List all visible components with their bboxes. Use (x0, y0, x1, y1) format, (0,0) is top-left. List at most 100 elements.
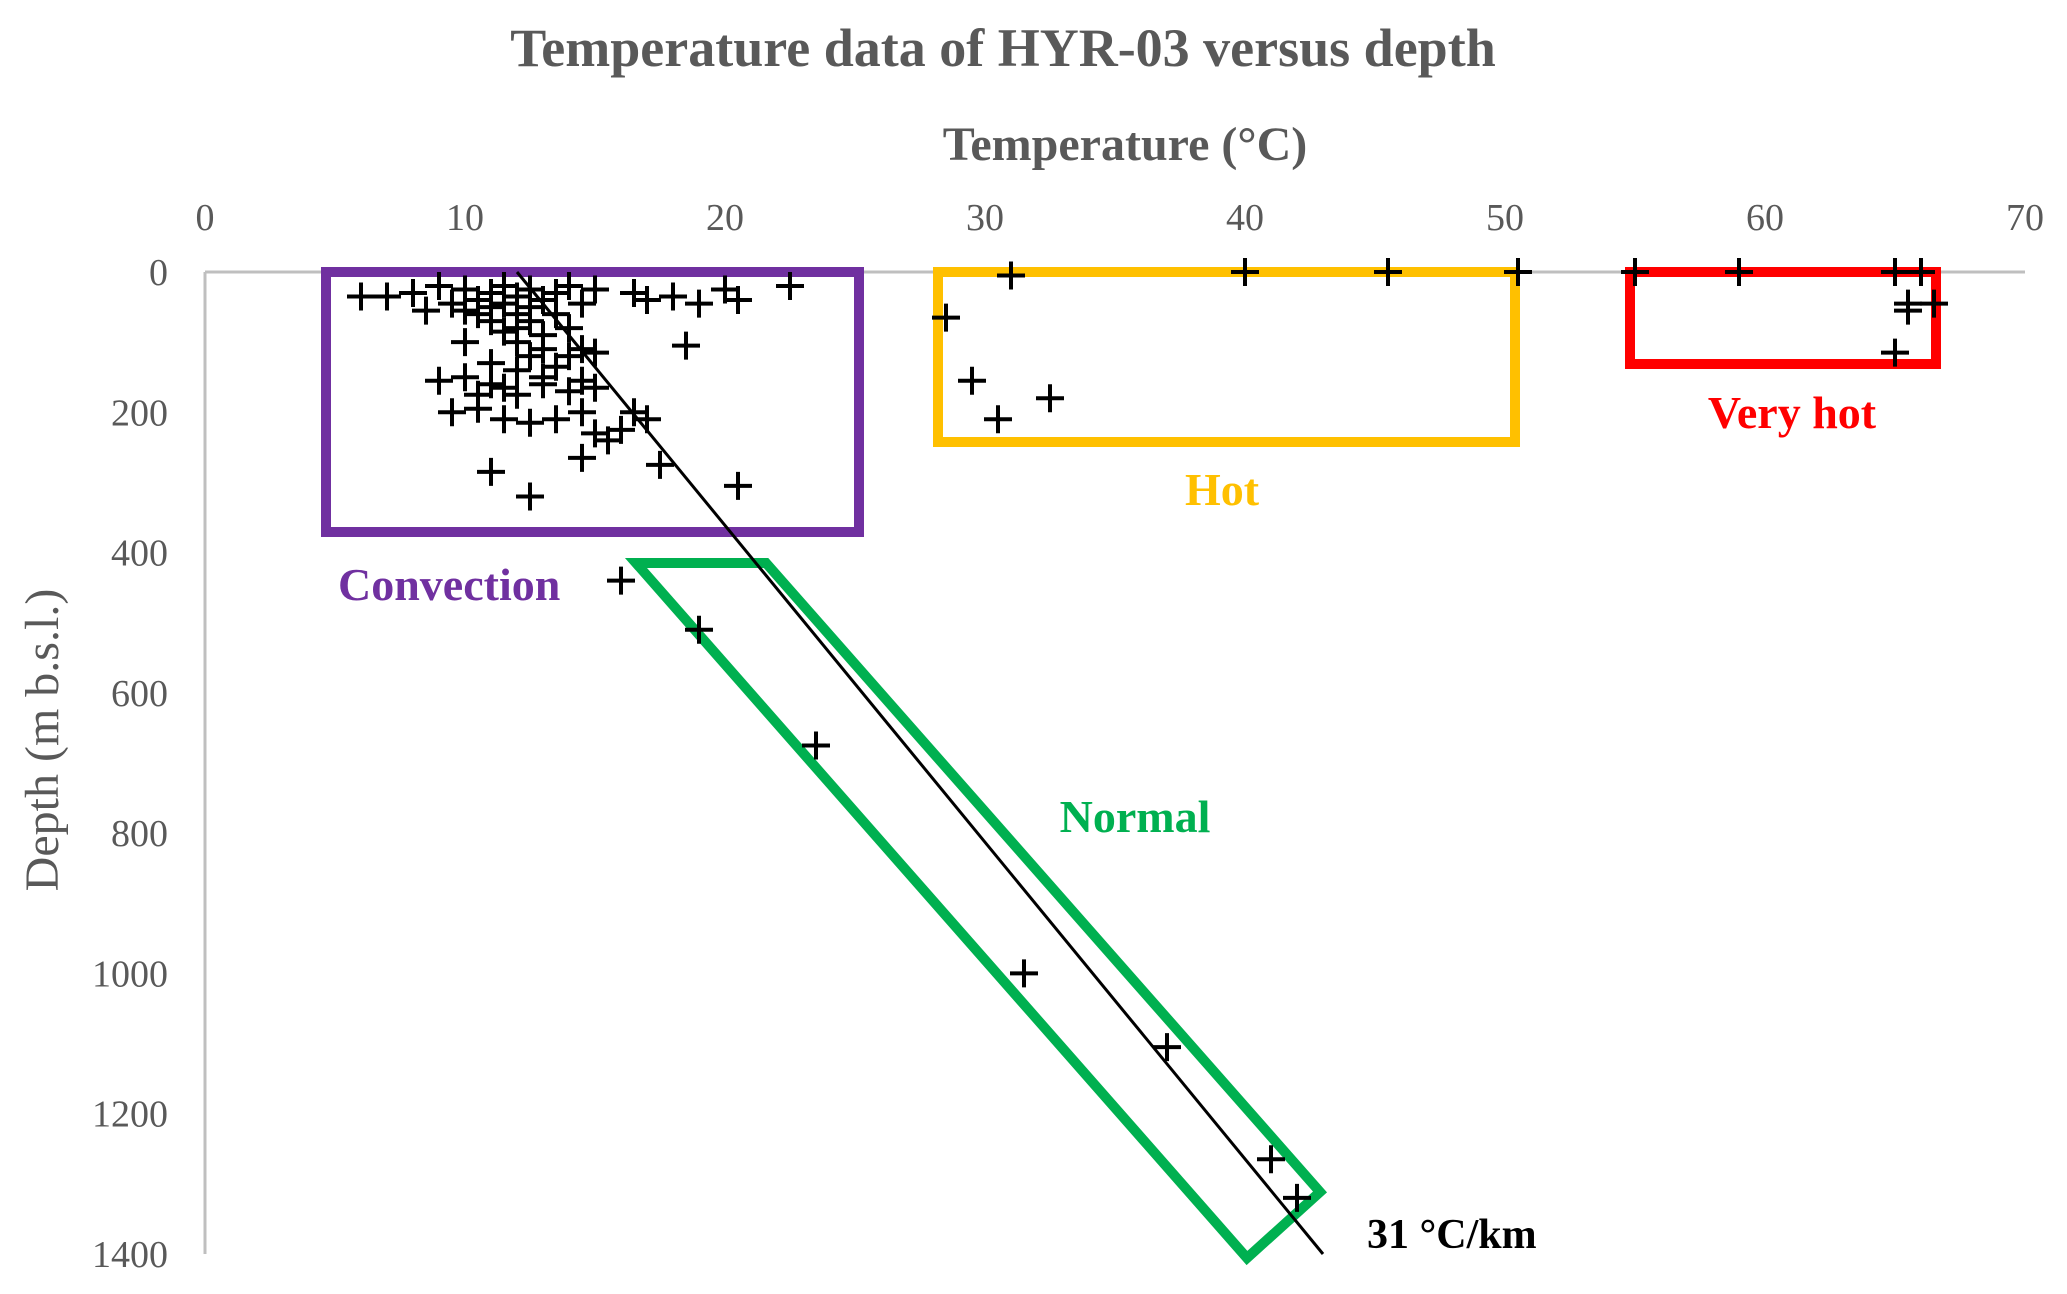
data-point (1010, 959, 1038, 988)
data-point (529, 335, 557, 364)
y-tick-label: 800 (111, 813, 168, 855)
data-point (1920, 289, 1948, 318)
data-point (581, 338, 609, 367)
data-point (581, 373, 609, 402)
data-point (776, 272, 804, 301)
data-point (633, 286, 661, 315)
data-point (412, 296, 440, 325)
x-tick-label: 60 (1746, 197, 1784, 239)
y-tick-label: 0 (149, 252, 168, 294)
data-point (685, 289, 713, 318)
data-point (958, 366, 986, 395)
normal-label: Normal (1060, 791, 1211, 842)
data-point (438, 289, 466, 318)
y-tick-label: 600 (111, 673, 168, 715)
data-point (399, 279, 427, 308)
data-point (464, 300, 492, 329)
data-point (568, 289, 596, 318)
data-point (581, 419, 609, 448)
data-point (568, 335, 596, 364)
data-point (529, 286, 557, 315)
data-point (347, 282, 375, 311)
data-point (672, 331, 700, 360)
data-point (1036, 384, 1064, 413)
data-point (1881, 338, 1909, 367)
data-point (529, 370, 557, 399)
data-point (542, 405, 570, 434)
data-point (568, 398, 596, 427)
data-point (620, 279, 648, 308)
x-tick-label: 50 (1486, 197, 1524, 239)
data-point (1283, 1183, 1311, 1212)
data-point (685, 615, 713, 644)
data-point (659, 282, 687, 311)
data-point (568, 366, 596, 395)
data-point (555, 342, 583, 371)
chart-title: Temperature data of HYR-03 versus depth (510, 18, 1495, 78)
data-point (438, 398, 466, 427)
data-point (516, 482, 544, 511)
data-point (997, 261, 1025, 290)
x-tick-label: 0 (196, 197, 215, 239)
data-point (581, 275, 609, 304)
data-point (984, 405, 1012, 434)
data-point (555, 272, 583, 301)
data-point (1894, 296, 1922, 325)
very-hot-zone-box (1625, 267, 1941, 369)
data-point (646, 450, 674, 479)
data-point (1257, 1145, 1285, 1174)
data-point (568, 443, 596, 472)
hot-label: Hot (1185, 464, 1260, 515)
data-point (464, 394, 492, 423)
data-point (503, 328, 531, 357)
data-point (1725, 258, 1753, 286)
data-point (1907, 258, 1935, 286)
data-point (477, 370, 505, 399)
data-point (516, 342, 544, 371)
convection-zone-box (321, 267, 864, 537)
data-point (477, 457, 505, 486)
data-point (633, 405, 661, 434)
x-tick-label: 40 (1226, 197, 1264, 239)
very-hot-label: Very hot (1708, 387, 1877, 438)
data-point (451, 328, 479, 357)
convection-label: Convection (338, 559, 560, 610)
data-point (425, 366, 453, 395)
data-point (555, 314, 583, 343)
x-axis-label: Temperature (°C) (943, 118, 1307, 171)
data-point (373, 282, 401, 311)
y-tick-label: 1400 (92, 1234, 168, 1276)
data-point (425, 272, 453, 301)
data-point (724, 286, 752, 315)
data-point (802, 731, 830, 760)
y-axis-label: Depth (m b.s.l.) (16, 589, 69, 892)
data-point (724, 471, 752, 500)
data-point (503, 380, 531, 409)
data-point (490, 405, 518, 434)
gradient-trend-line (515, 271, 1325, 1255)
y-tick-label: 1200 (92, 1094, 168, 1136)
data-point (1881, 258, 1909, 286)
data-point (607, 566, 635, 595)
x-tick-labels: 0 10 20 30 40 50 60 70 (196, 197, 2045, 239)
data-point (1153, 1033, 1181, 1062)
y-tick-label: 200 (111, 392, 168, 434)
data-point (1374, 258, 1402, 286)
data-point (451, 363, 479, 392)
data-point (542, 300, 570, 329)
data-point (490, 373, 518, 402)
data-point (620, 398, 648, 427)
x-tick-label: 70 (2006, 197, 2044, 239)
x-tick-label: 10 (446, 197, 484, 239)
normal-zone-box (624, 558, 1328, 1266)
x-tick-label: 30 (966, 197, 1004, 239)
gradient-label: 31 °C/km (1367, 1212, 1537, 1258)
x-tick-label: 20 (706, 197, 744, 239)
data-point (503, 356, 531, 385)
data-point (1504, 258, 1532, 286)
data-point (607, 415, 635, 444)
classification-zones (321, 267, 1941, 1266)
data-points (347, 258, 1948, 1212)
data-point (932, 303, 960, 332)
